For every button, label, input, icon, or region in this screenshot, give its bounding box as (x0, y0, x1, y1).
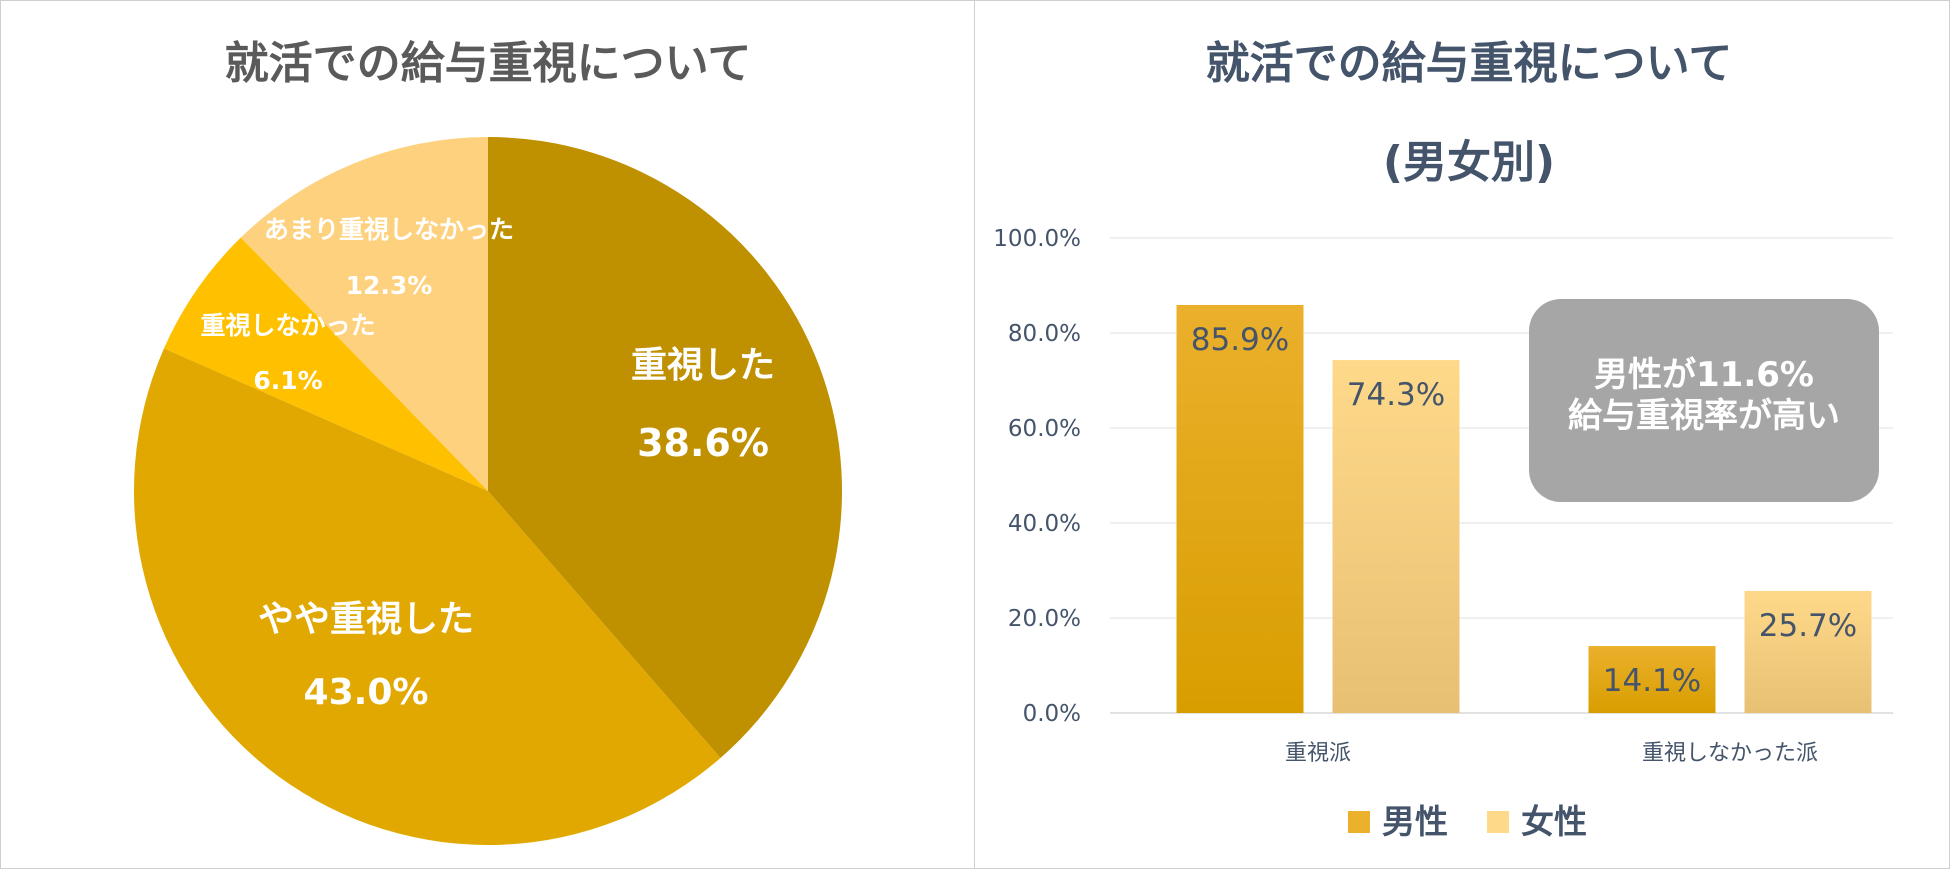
y-tick-label: 40.0% (1008, 511, 1081, 537)
slice-value-yaya-juushi: 43.0% (304, 672, 429, 713)
y-tick-label: 60.0% (1008, 416, 1081, 442)
bar-value-label: 25.7% (1759, 608, 1857, 644)
x-category-label: 重視派 (1285, 741, 1351, 766)
pie-chart-title: 就活での給与重視について (225, 38, 752, 89)
legend-swatch-female (1487, 811, 1509, 833)
callout-line-2: 給与重視率が高い (1568, 396, 1840, 436)
bar-chart: 就活での給与重視について (男女別) 0.0% 20.0% 40.0% 60.0% 80… (993, 38, 1893, 841)
y-tick-label: 0.0% (1023, 701, 1081, 727)
bar-female (1744, 590, 1872, 713)
pie-chart-panel: 就活での給与重視について 重視した 38.6% やや重視した 43.0% 重視し… (0, 0, 975, 869)
slice-label-yaya-juushi: やや重視した (258, 599, 474, 640)
y-tick-label: 20.0% (1008, 606, 1081, 632)
slice-juushi-shinakatta (164, 237, 488, 491)
bar-value-label: 85.9% (1191, 322, 1289, 358)
slice-yaya-juushi (133, 348, 721, 845)
bar-male (1588, 646, 1716, 713)
callout-box (1529, 299, 1879, 502)
callout-line-1: 男性が11.6% (1594, 355, 1814, 395)
slice-value-juushi-shinakatta: 6.1% (253, 366, 322, 395)
legend-label-female: 女性 (1521, 802, 1587, 841)
pie-chart: 就活での給与重視について 重視した 38.6% やや重視した 43.0% 重視し… (133, 38, 842, 845)
bar-male (1176, 304, 1304, 713)
slice-label-amari-juushi: あまり重視しなかった (264, 215, 514, 244)
slice-value-juushi: 38.6% (637, 421, 769, 465)
bar-female (1332, 360, 1460, 713)
legend: 男性 女性 (1348, 802, 1587, 841)
bar-value-label: 74.3% (1347, 377, 1445, 413)
legend-swatch-male (1348, 811, 1370, 833)
slice-amari-juushi (240, 137, 488, 491)
slice-label-juushi-shinakatta: 重視しなかった (200, 311, 375, 340)
slice-juushi (488, 137, 842, 758)
slice-label-juushi: 重視した (631, 345, 775, 386)
y-tick-label: 80.0% (1008, 321, 1081, 347)
bar-chart-panel: 就活での給与重視について (男女別) 0.0% 20.0% 40.0% 60.0% 80… (974, 0, 1950, 869)
bar-chart-title: 就活での給与重視について (1206, 38, 1733, 89)
x-category-label: 重視しなかった派 (1642, 741, 1818, 766)
callout: 男性が11.6% 給与重視率が高い (1529, 299, 1879, 502)
legend-label-male: 男性 (1382, 802, 1448, 841)
bar-chart-subtitle: (男女別) (1383, 137, 1555, 188)
y-tick-label: 100.0% (993, 226, 1081, 252)
slice-value-amari-juushi: 12.3% (346, 271, 433, 300)
bar-value-label: 14.1% (1603, 663, 1701, 699)
